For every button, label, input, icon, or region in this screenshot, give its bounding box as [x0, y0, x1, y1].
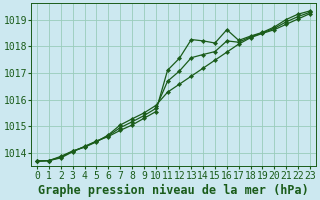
X-axis label: Graphe pression niveau de la mer (hPa): Graphe pression niveau de la mer (hPa) — [38, 183, 309, 197]
